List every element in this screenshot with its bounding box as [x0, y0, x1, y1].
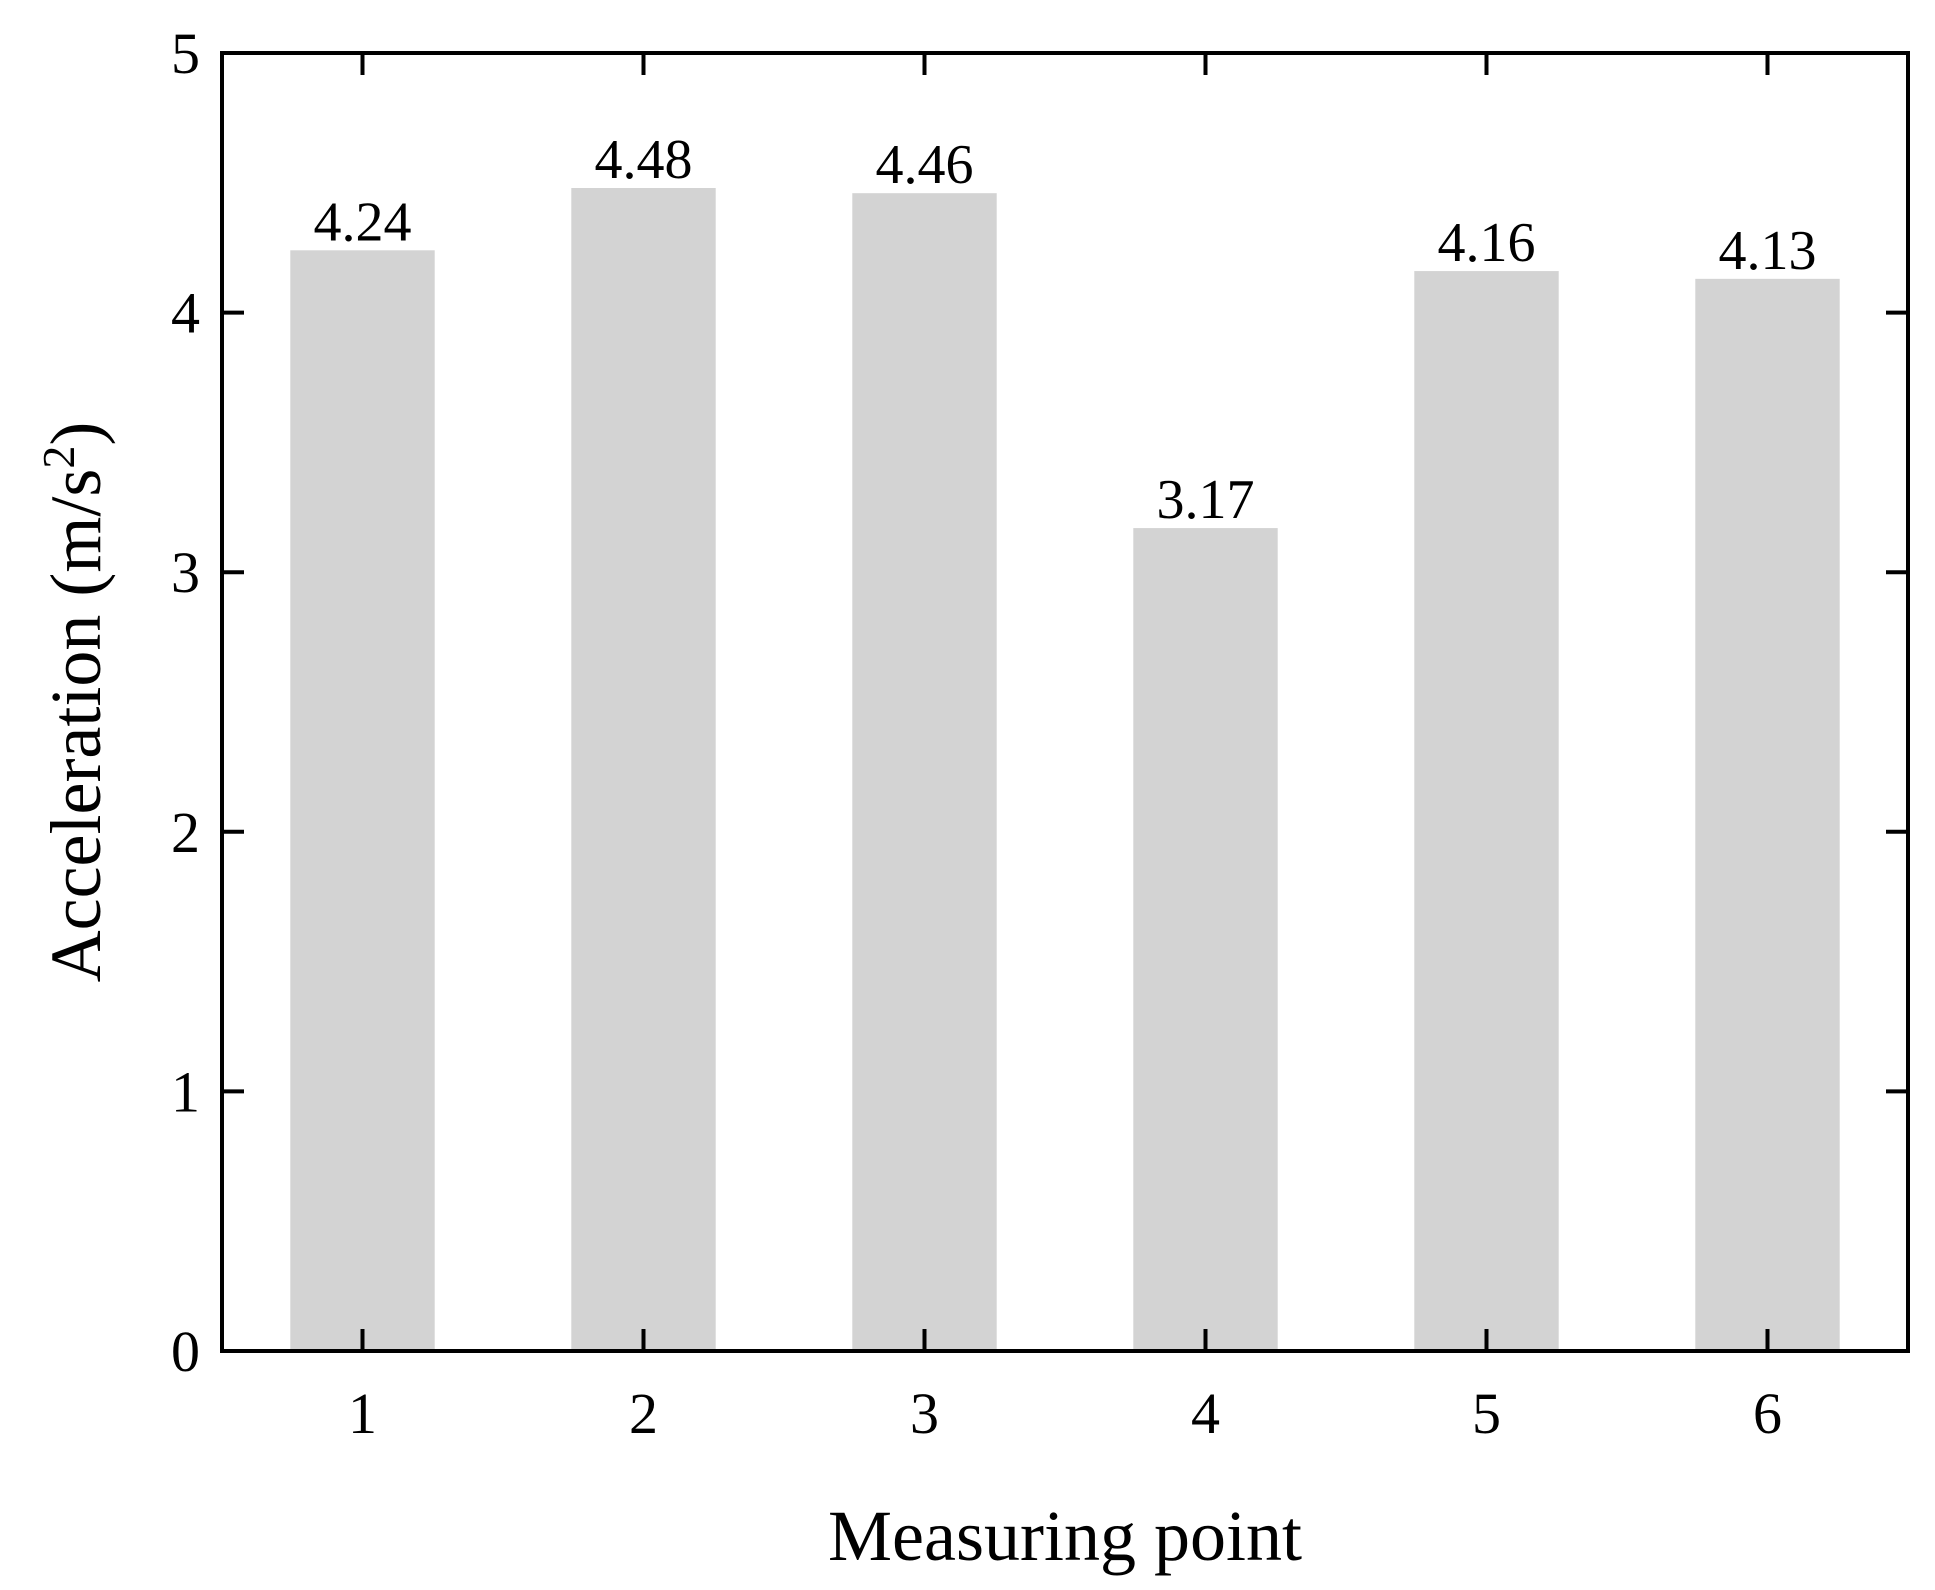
y-axis-title-superscript: 2	[33, 446, 84, 469]
x-tick-label-1: 1	[348, 1381, 377, 1446]
plot-frame	[220, 51, 1910, 1353]
data-label-3: 4.46	[876, 134, 974, 196]
y-tick-label-4: 4	[171, 281, 200, 346]
y-tick-label-3: 3	[171, 540, 200, 605]
y-tick-label-1: 1	[171, 1059, 200, 1124]
x-tick-label-3: 3	[910, 1381, 939, 1446]
bar-3	[852, 193, 997, 1352]
data-label-4: 3.17	[1157, 469, 1255, 531]
data-label-2: 4.48	[595, 129, 693, 191]
y-tick-label-2: 2	[171, 800, 200, 865]
ticks-group	[222, 53, 1908, 1351]
x-tick-label-6: 6	[1753, 1381, 1782, 1446]
data-label-6: 4.13	[1719, 220, 1817, 282]
x-axis-title: Measuring point	[828, 1496, 1302, 1576]
bar-5	[1414, 271, 1559, 1352]
data-labels-group: 4.24 4.48 4.46 3.17 4.16 4.13	[314, 129, 1817, 531]
x-tick-label-2: 2	[629, 1381, 658, 1446]
bar-6	[1695, 278, 1840, 1351]
data-label-1: 4.24	[314, 191, 412, 253]
bars-group	[290, 187, 1840, 1352]
tick-labels-group: 1 2 3 4 5 6 0 1 2 3 4 5	[171, 21, 1782, 1446]
bar-2	[571, 187, 716, 1352]
y-axis-title: Acceleration (m/s2)	[33, 422, 116, 983]
y-axis-title-main: Acceleration (m/s	[36, 469, 116, 983]
x-tick-label-5: 5	[1472, 1381, 1501, 1446]
y-tick-label-5: 5	[171, 21, 200, 86]
data-label-5: 4.16	[1438, 212, 1536, 274]
y-axis-title-end: )	[36, 422, 116, 446]
y-tick-label-0: 0	[171, 1319, 200, 1384]
bar-4	[1133, 528, 1278, 1351]
bar-1	[290, 250, 435, 1351]
x-tick-label-4: 4	[1191, 1381, 1220, 1446]
